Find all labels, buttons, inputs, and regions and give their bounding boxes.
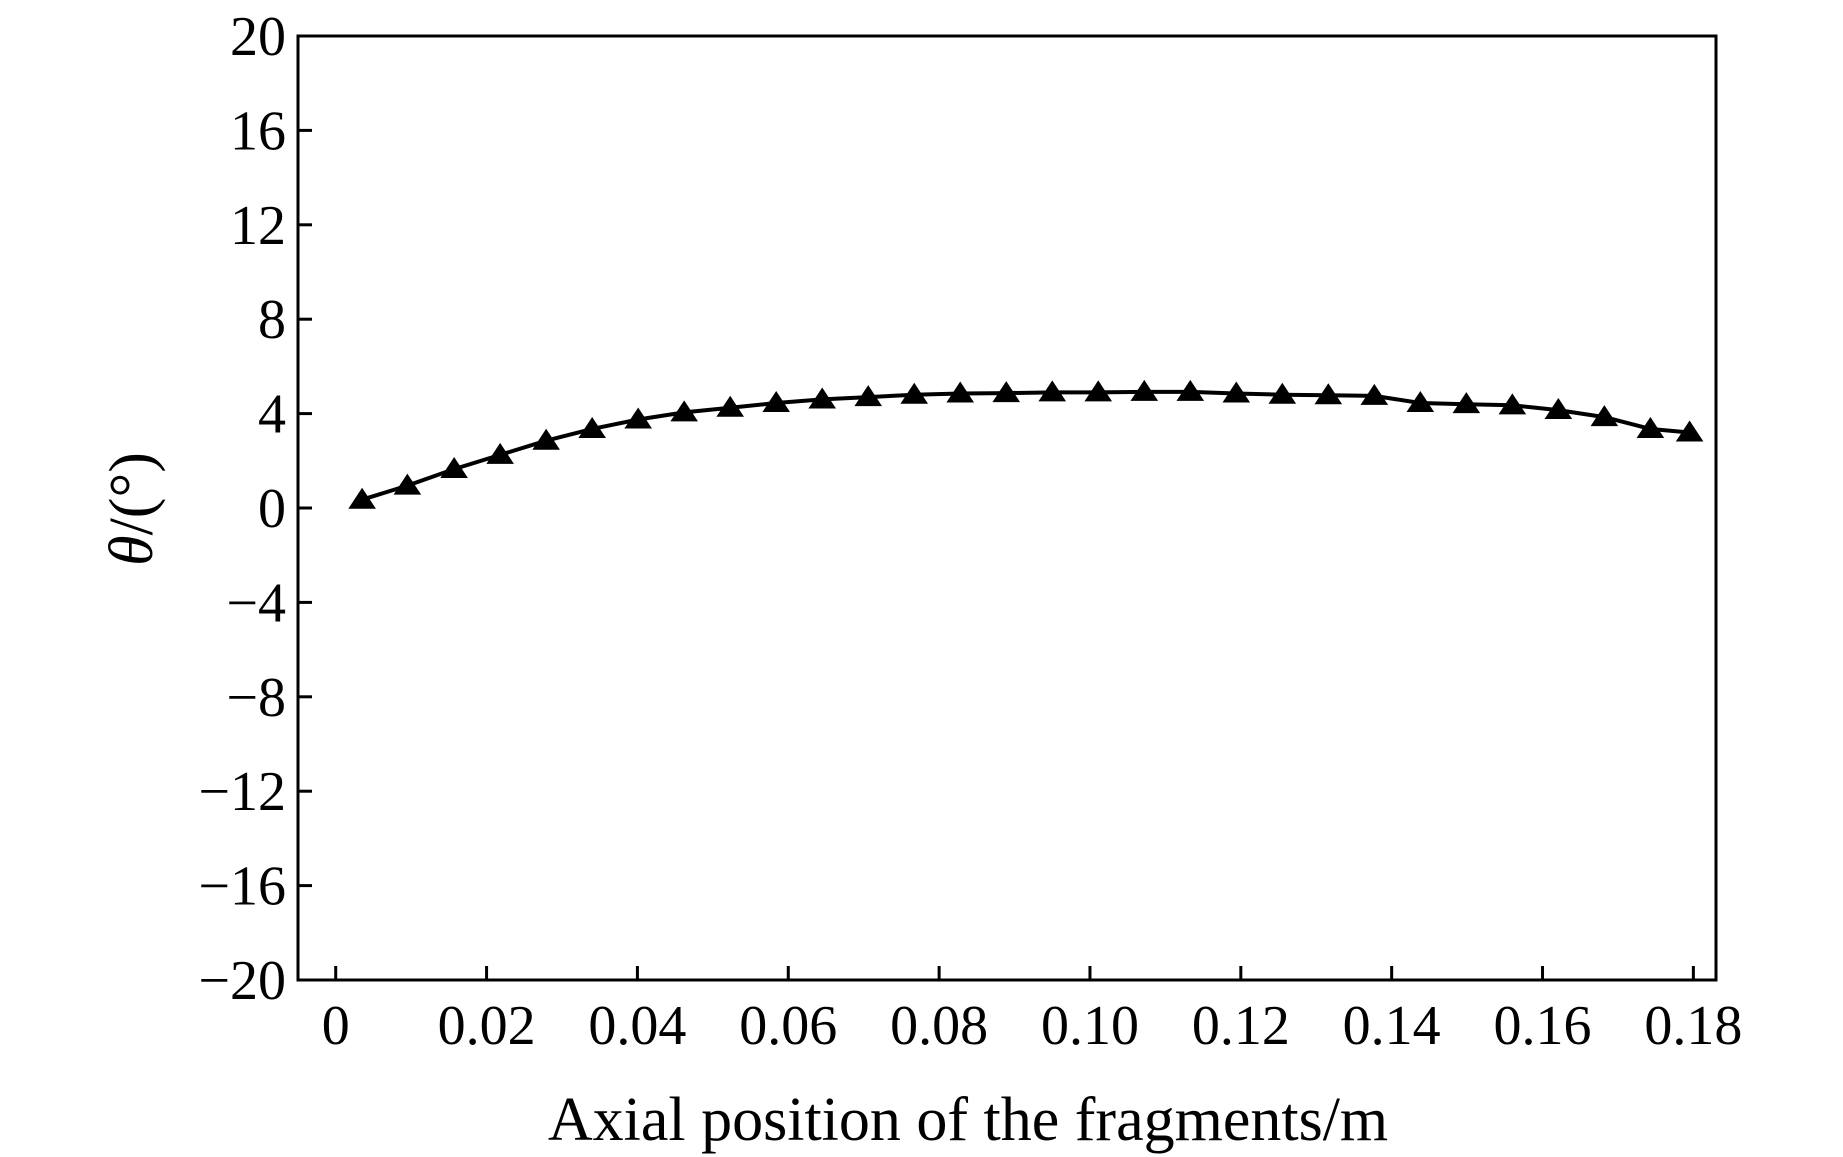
- data-point-marker: [1360, 383, 1389, 405]
- data-point-marker: [1544, 398, 1573, 420]
- y-tick-label: 20: [230, 6, 286, 68]
- data-point-marker: [578, 416, 606, 438]
- data-layer: [348, 379, 1704, 509]
- data-point-marker: [1314, 383, 1343, 405]
- series-line: [360, 389, 1692, 502]
- data-point-marker: [716, 395, 744, 417]
- x-tick-label: 0.18: [1644, 995, 1742, 1057]
- data-point-marker: [900, 382, 929, 404]
- axes-layer: −20 −16 −12 −8 −4 0 4 8 12 16 20 0 0.02 0.04 0.06 0.08 0…: [198, 6, 1742, 1057]
- y-tick-label: 16: [230, 100, 286, 162]
- x-tick-label: 0.14: [1343, 995, 1441, 1057]
- x-tick-label: 0.06: [739, 995, 837, 1057]
- y-tick-label: 8: [258, 289, 286, 351]
- data-point-marker: [1675, 420, 1704, 442]
- data-point-marker: [1222, 381, 1251, 403]
- data-point-marker: [1268, 382, 1297, 404]
- data-point-marker: [1176, 379, 1205, 401]
- data-point-marker: [440, 457, 468, 479]
- x-tick-label: 0: [322, 995, 350, 1057]
- y-tick-label: 12: [230, 195, 286, 257]
- data-point-marker: [1590, 405, 1619, 427]
- data-point-marker: [670, 400, 698, 422]
- y-tick-label: −16: [198, 856, 286, 918]
- data-point-marker: [1038, 380, 1067, 402]
- data-point-marker: [624, 407, 652, 429]
- data-point-marker: [946, 381, 975, 403]
- y-axis-label: θ/(°): [98, 452, 166, 566]
- data-point-marker: [854, 385, 883, 407]
- data-point-marker: [1498, 393, 1527, 415]
- data-point-marker: [1452, 392, 1481, 414]
- y-tick-label: 4: [258, 384, 286, 446]
- y-tick-label: −12: [198, 761, 286, 823]
- data-point-marker: [808, 387, 837, 409]
- data-point-marker: [1084, 380, 1113, 402]
- y-tick-label: 0: [258, 478, 286, 540]
- y-axis-label-unit: /(°): [98, 452, 166, 535]
- x-tick-label: 0.10: [1041, 995, 1139, 1057]
- data-point-marker: [762, 390, 790, 412]
- data-point-marker: [1406, 390, 1435, 412]
- y-tick-label: −8: [226, 667, 286, 729]
- x-tick-label: 0.12: [1192, 995, 1290, 1057]
- data-point-marker: [348, 487, 376, 509]
- y-axis-label-symbol: θ: [98, 535, 166, 565]
- data-point-marker: [992, 381, 1021, 403]
- x-tick-label: 0.04: [588, 995, 686, 1057]
- x-tick-label: 0.08: [890, 995, 988, 1057]
- data-point-marker: [1636, 416, 1665, 438]
- x-tick-label: 0.16: [1494, 995, 1592, 1057]
- x-tick-label: 0.02: [438, 995, 536, 1057]
- data-point-marker: [532, 428, 560, 450]
- y-tick-label: −4: [226, 572, 286, 634]
- plot-frame: [296, 34, 1718, 982]
- data-point-marker: [1130, 379, 1159, 401]
- y-tick-label: −20: [198, 950, 286, 1012]
- x-axis-label: Axial position of the fragments/m: [548, 1086, 1388, 1154]
- data-point-marker: [393, 473, 422, 495]
- data-point-marker: [486, 442, 514, 464]
